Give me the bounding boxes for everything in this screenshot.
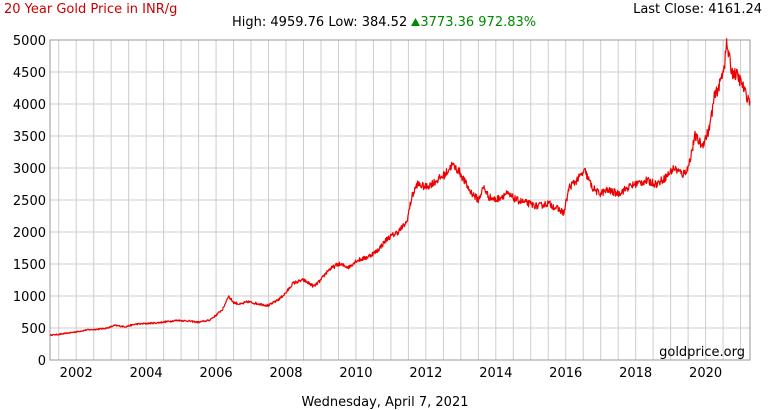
watermark: goldprice.org (659, 345, 745, 360)
y-tick-label: 3500 (13, 130, 46, 145)
x-tick-label: 2006 (200, 366, 233, 381)
chart-axes: 0 500 1000 1500 2000 2500 3000 3500 4000 4500 5000… (13, 34, 751, 381)
x-tick-label: 2018 (619, 366, 652, 381)
y-tick-label: 4000 (13, 98, 46, 113)
plot-border (49, 39, 751, 361)
low-label: Low: (328, 15, 358, 30)
chart-series (49, 38, 751, 337)
y-tick-label: 4500 (13, 66, 46, 81)
price-change: 3773.36 972.83% (411, 15, 536, 30)
footer-date: Wednesday, April 7, 2021 (301, 395, 469, 410)
y-tick-label: 3000 (13, 162, 46, 177)
change-percent: 972.83% (478, 15, 537, 30)
x-tick-label: 2014 (479, 366, 512, 381)
last-close-label: Last Close: (633, 2, 705, 17)
y-tick-label: 5000 (13, 34, 46, 49)
high-label: High: (232, 15, 267, 30)
chart-title: 20 Year Gold Price in INR/g (4, 2, 178, 17)
x-tick-label: 2004 (130, 366, 163, 381)
high-value: 4959.76 (270, 15, 325, 30)
y-tick-label: 0 (38, 354, 46, 369)
y-tick-label: 1500 (13, 258, 46, 273)
x-tick-label: 2008 (269, 366, 302, 381)
x-tick-label: 2020 (689, 366, 722, 381)
y-tick-label: 2000 (13, 226, 46, 241)
y-tick-label: 1000 (13, 290, 46, 305)
x-tick-label: 2010 (339, 366, 372, 381)
y-tick-label: 500 (21, 322, 46, 337)
y-tick-label: 2500 (13, 194, 46, 209)
last-close-value: 4161.24 (708, 2, 762, 17)
x-tick-label: 2016 (549, 366, 582, 381)
triangle-up-icon (411, 18, 421, 26)
x-tick-label: 2012 (409, 366, 442, 381)
series-line (49, 38, 751, 337)
change-value: 3773.36 (420, 15, 475, 30)
price-stats: High: 4959.76 Low: 384.52 3773.36 972.83… (232, 15, 536, 31)
chart-grid (50, 39, 750, 361)
x-tick-label: 2002 (60, 366, 93, 381)
low-value: 384.52 (361, 15, 408, 30)
last-close: Last Close: 4161.24 (633, 2, 762, 18)
